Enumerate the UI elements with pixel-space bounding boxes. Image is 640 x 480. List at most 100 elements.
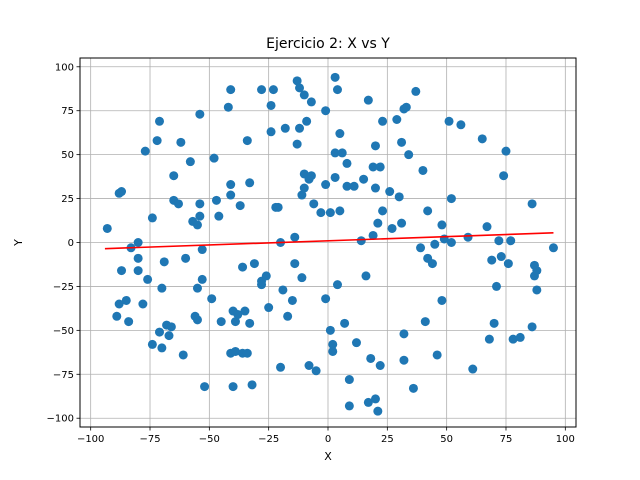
data-point: [325, 208, 335, 218]
scatter-points: [102, 72, 558, 416]
data-point: [302, 116, 312, 126]
data-point: [394, 192, 404, 202]
data-point: [155, 116, 165, 126]
data-point: [297, 273, 307, 283]
data-point: [192, 283, 202, 293]
y-tick-label: 75: [61, 106, 74, 117]
data-point: [321, 106, 331, 116]
data-point: [325, 325, 335, 335]
y-tick-label: 50: [61, 150, 74, 161]
data-point: [477, 134, 487, 144]
data-point: [397, 137, 407, 147]
x-tick-label: 100: [556, 434, 575, 445]
data-point: [349, 181, 359, 191]
data-point: [532, 266, 542, 276]
data-point: [316, 208, 326, 218]
data-point: [114, 299, 124, 309]
data-point: [340, 318, 350, 328]
data-point: [375, 361, 385, 370]
chart-title: Ejercicio 2: X vs Y: [266, 36, 390, 52]
data-point: [230, 346, 240, 356]
data-point: [295, 123, 305, 133]
data-point: [276, 362, 286, 372]
data-point: [124, 317, 134, 327]
data-point: [245, 318, 255, 328]
data-point: [330, 148, 340, 158]
data-point: [192, 220, 202, 230]
data-point: [121, 295, 131, 305]
y-axis-ticks: −100 −75 −50 −25 0 25 50 75 100: [47, 62, 80, 425]
data-point: [330, 172, 340, 182]
data-point: [133, 238, 143, 247]
y-tick-label: −75: [53, 370, 74, 381]
y-tick-label: 100: [55, 62, 74, 73]
data-point: [370, 141, 380, 151]
data-point: [397, 218, 407, 228]
data-point: [257, 85, 267, 95]
x-axis-ticks: −100 −75 −50 −25 0 25 50 75 100: [77, 427, 575, 445]
data-point: [226, 85, 236, 95]
data-point: [235, 201, 245, 211]
y-tick-label: −25: [53, 282, 74, 293]
data-point: [373, 218, 383, 228]
data-point: [169, 171, 179, 181]
trend-line-group: [104, 232, 554, 250]
data-point: [178, 350, 188, 360]
data-point: [432, 350, 442, 360]
x-tick-label: −75: [139, 434, 160, 445]
data-point: [133, 266, 143, 276]
data-point: [401, 102, 411, 112]
data-point: [261, 271, 271, 281]
x-tick-label: 0: [325, 434, 331, 445]
data-point: [411, 86, 421, 96]
data-point: [503, 259, 513, 269]
data-point: [280, 123, 290, 133]
data-point: [299, 183, 309, 193]
data-point: [268, 85, 278, 95]
x-tick-label: −25: [258, 434, 279, 445]
data-point: [344, 401, 354, 411]
data-point: [363, 397, 373, 407]
data-point: [311, 366, 321, 376]
data-point: [192, 315, 202, 325]
data-point: [430, 239, 440, 249]
data-point: [223, 102, 233, 112]
data-point: [335, 129, 345, 139]
data-point: [420, 317, 430, 327]
data-point: [373, 406, 383, 416]
data-point: [117, 266, 127, 276]
data-point: [197, 245, 207, 255]
data-point: [266, 127, 276, 137]
data-point: [361, 271, 371, 281]
data-point: [330, 72, 340, 82]
data-point: [155, 327, 165, 337]
x-tick-label: 50: [440, 434, 453, 445]
data-point: [491, 281, 501, 291]
data-point: [164, 331, 174, 341]
data-point: [418, 165, 428, 175]
data-point: [399, 329, 409, 339]
data-point: [140, 146, 150, 156]
data-point: [245, 178, 255, 188]
data-point: [195, 199, 205, 209]
data-point: [166, 322, 176, 332]
data-point: [423, 206, 433, 216]
data-point: [133, 253, 143, 263]
data-point: [501, 146, 511, 156]
data-point: [249, 259, 259, 269]
data-point: [200, 382, 210, 392]
data-point: [399, 355, 409, 365]
data-point: [368, 230, 378, 240]
x-tick-label: 25: [381, 434, 394, 445]
data-point: [226, 190, 236, 200]
data-point: [332, 280, 342, 290]
x-tick-label: 75: [500, 434, 513, 445]
data-point: [197, 274, 207, 284]
data-point: [230, 317, 240, 327]
data-point: [147, 339, 157, 349]
data-point: [143, 274, 153, 284]
data-point: [416, 243, 426, 253]
data-point: [446, 238, 456, 247]
data-point: [242, 136, 252, 146]
